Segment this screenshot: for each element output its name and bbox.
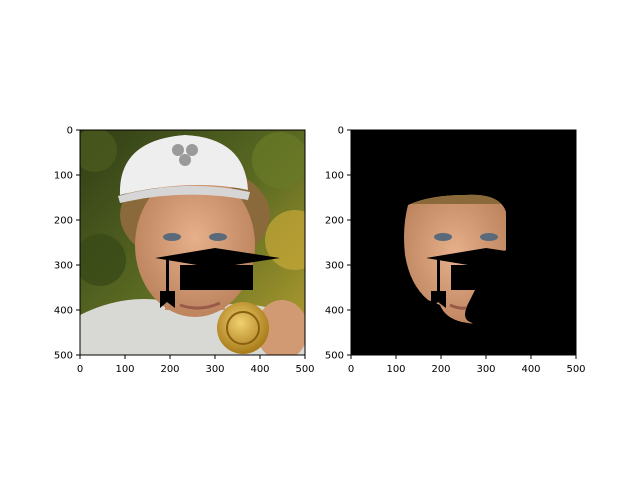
medal-icon [217,302,269,354]
x-tick-label: 100 [115,364,134,375]
graduation-cap-icon [426,248,551,308]
left-axis-ticks: 0 100 200 300 400 500 0 100 200 300 400 500 [54,126,315,376]
y-tick-label: 500 [325,351,344,362]
left-panel: 0 100 200 300 400 500 0 100 200 300 400 500 [54,126,315,376]
x-tick-label: 0 [348,364,354,375]
x-tick-label: 400 [250,364,269,375]
right-axis-ticks: 0 100 200 300 400 500 0 100 200 300 400 500 [325,126,586,376]
y-tick-label: 100 [325,171,344,182]
y-tick-label: 300 [325,261,344,272]
y-tick-label: 200 [54,216,73,227]
y-tick-label: 500 [54,351,73,362]
x-tick-label: 400 [521,364,540,375]
y-tick-label: 400 [54,306,73,317]
x-tick-label: 500 [295,364,314,375]
portrait-photo [80,130,305,355]
face-mask-photo [351,130,576,355]
x-tick-label: 200 [431,364,450,375]
right-axes-frame [350,129,577,356]
y-tick-label: 100 [54,171,73,182]
y-tick-label: 300 [54,261,73,272]
y-tick-label: 400 [325,306,344,317]
graduation-cap-icon [155,248,280,308]
left-axes-frame [79,129,306,356]
right-panel: 0 100 200 300 400 500 0 100 200 300 400 500 [325,126,586,376]
x-tick-label: 500 [566,364,585,375]
y-tick-label: 0 [338,126,344,137]
x-tick-label: 200 [160,364,179,375]
y-tick-label: 0 [67,126,73,137]
x-tick-label: 100 [386,364,405,375]
x-tick-label: 300 [476,364,495,375]
y-tick-label: 200 [325,216,344,227]
x-tick-label: 300 [205,364,224,375]
x-tick-label: 0 [77,364,83,375]
